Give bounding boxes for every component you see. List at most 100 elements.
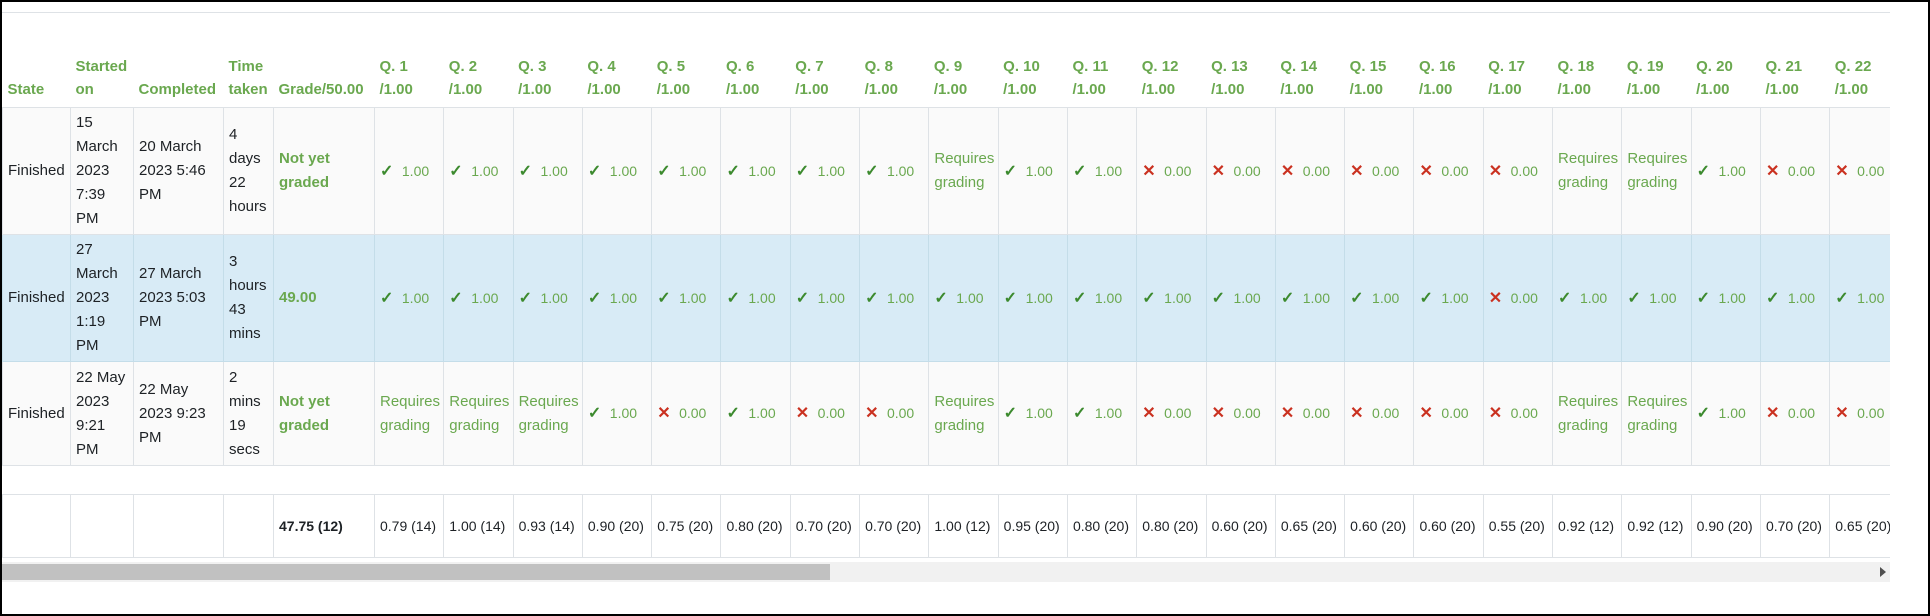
question-5-result[interactable]: ✕ 0.00 [651, 361, 722, 466]
question-mark[interactable]: ✓ 1.00 [934, 290, 983, 307]
question-10-result[interactable]: ✓ 1.00 [997, 234, 1068, 362]
question-2-result[interactable]: ✓ 1.00 [443, 107, 514, 235]
question-21-result[interactable]: ✕ 0.00 [1759, 361, 1831, 466]
question-mark[interactable]: ✕ 0.00 [796, 405, 845, 422]
question-2-result[interactable]: Requires grading [443, 361, 514, 466]
requires-grading-link[interactable]: Requires grading [1627, 150, 1688, 191]
question-9-result[interactable]: ✓ 1.00 [928, 234, 999, 362]
header-question-17[interactable]: Q. 17/1.00 [1483, 52, 1553, 108]
question-mark[interactable]: ✕ 0.00 [1212, 405, 1261, 422]
question-2-result[interactable]: ✓ 1.00 [443, 234, 514, 362]
question-mark[interactable]: ✓ 1.00 [1004, 290, 1053, 307]
question-mark[interactable]: ✓ 1.00 [1073, 405, 1122, 422]
question-mark[interactable]: ✕ 0.00 [1489, 163, 1538, 180]
question-18-result[interactable]: Requires grading [1552, 361, 1623, 466]
question-5-result[interactable]: ✓ 1.00 [651, 107, 722, 235]
attempt-grade-link[interactable]: Not yet graded [273, 107, 375, 235]
header-question-7[interactable]: Q. 7/1.00 [790, 52, 860, 108]
scroll-right-arrow-icon[interactable] [1880, 567, 1886, 577]
question-12-result[interactable]: ✕ 0.00 [1136, 107, 1207, 235]
header-question-18[interactable]: Q. 18/1.00 [1552, 52, 1622, 108]
question-15-result[interactable]: ✓ 1.00 [1344, 234, 1415, 362]
header-question-1[interactable]: Q. 1/1.00 [374, 52, 444, 108]
question-21-result[interactable]: ✕ 0.00 [1759, 107, 1831, 235]
requires-grading-link[interactable]: Requires grading [518, 392, 579, 434]
question-15-result[interactable]: ✕ 0.00 [1344, 361, 1415, 466]
header-started-on[interactable]: Started on [70, 52, 134, 108]
question-16-result[interactable]: ✕ 0.00 [1413, 107, 1484, 235]
question-14-result[interactable]: ✕ 0.00 [1274, 361, 1346, 466]
question-mark[interactable]: ✓ 1.00 [380, 163, 429, 180]
question-1-result[interactable]: ✓ 1.00 [373, 107, 445, 235]
header-question-19[interactable]: Q. 19/1.00 [1621, 52, 1692, 108]
question-mark[interactable]: ✓ 1.00 [588, 290, 637, 307]
question-13-result[interactable]: ✕ 0.00 [1205, 107, 1276, 235]
header-question-21[interactable]: Q. 21/1.00 [1760, 52, 1830, 108]
question-mark[interactable]: ✓ 1.00 [519, 290, 568, 307]
question-mark[interactable]: ✓ 1.00 [1419, 290, 1468, 307]
question-14-result[interactable]: ✓ 1.00 [1274, 234, 1346, 362]
question-mark[interactable]: ✕ 0.00 [1835, 163, 1884, 180]
header-question-16[interactable]: Q. 16/1.00 [1413, 52, 1484, 108]
question-15-result[interactable]: ✕ 0.00 [1344, 107, 1415, 235]
header-question-2[interactable]: Q. 2/1.00 [443, 52, 514, 108]
header-question-3[interactable]: Q. 3/1.00 [513, 52, 583, 108]
question-17-result[interactable]: ✕ 0.00 [1482, 234, 1554, 362]
question-17-result[interactable]: ✕ 0.00 [1482, 361, 1554, 466]
question-16-result[interactable]: ✕ 0.00 [1413, 361, 1484, 466]
question-18-result[interactable]: ✓ 1.00 [1552, 234, 1623, 362]
question-4-result[interactable]: ✓ 1.00 [581, 107, 653, 235]
question-21-result[interactable]: ✓ 1.00 [1759, 234, 1831, 362]
question-mark[interactable]: ✓ 1.00 [726, 290, 775, 307]
question-mark[interactable]: ✕ 0.00 [1835, 405, 1884, 422]
question-5-result[interactable]: ✓ 1.00 [651, 234, 722, 362]
requires-grading-link[interactable]: Requires grading [380, 392, 441, 434]
question-mark[interactable]: ✓ 1.00 [1697, 290, 1746, 307]
question-mark[interactable]: ✕ 0.00 [1281, 405, 1330, 422]
header-question-8[interactable]: Q. 8/1.00 [859, 52, 929, 108]
question-11-result[interactable]: ✓ 1.00 [1066, 107, 1138, 235]
question-mark[interactable]: ✓ 1.00 [1697, 405, 1746, 422]
requires-grading-link[interactable]: Requires grading [1558, 392, 1619, 434]
results-table-viewport[interactable]: State Started on Completed Time taken Gr… [2, 52, 1890, 562]
question-mark[interactable]: ✓ 1.00 [380, 290, 429, 307]
header-question-15[interactable]: Q. 15/1.00 [1344, 52, 1414, 108]
question-mark[interactable]: ✓ 1.00 [726, 405, 775, 422]
question-10-result[interactable]: ✓ 1.00 [997, 107, 1068, 235]
question-mark[interactable]: ✓ 1.00 [1627, 290, 1676, 307]
question-mark[interactable]: ✓ 1.00 [1558, 290, 1607, 307]
question-6-result[interactable]: ✓ 1.00 [720, 107, 791, 235]
question-mark[interactable]: ✕ 0.00 [1350, 163, 1399, 180]
question-3-result[interactable]: Requires grading [512, 361, 583, 466]
question-mark[interactable]: ✓ 1.00 [588, 163, 637, 180]
question-19-result[interactable]: Requires grading [1621, 107, 1692, 235]
horizontal-scrollbar[interactable] [2, 562, 1890, 582]
header-question-20[interactable]: Q. 20/1.00 [1691, 52, 1761, 108]
question-mark[interactable]: ✓ 1.00 [1835, 290, 1884, 307]
question-mark[interactable]: ✕ 0.00 [1142, 405, 1191, 422]
header-time-taken[interactable]: Time taken [223, 52, 274, 108]
header-state[interactable]: State [2, 52, 71, 108]
question-12-result[interactable]: ✓ 1.00 [1136, 234, 1207, 362]
question-8-result[interactable]: ✓ 1.00 [859, 107, 930, 235]
question-6-result[interactable]: ✓ 1.00 [720, 361, 791, 466]
question-6-result[interactable]: ✓ 1.00 [720, 234, 791, 362]
question-mark[interactable]: ✓ 1.00 [519, 163, 568, 180]
header-grade[interactable]: Grade/50.00 [273, 52, 375, 108]
question-9-result[interactable]: Requires grading [928, 361, 999, 466]
header-question-12[interactable]: Q. 12/1.00 [1136, 52, 1207, 108]
question-mark[interactable]: ✕ 0.00 [1419, 405, 1468, 422]
requires-grading-link[interactable]: Requires grading [1558, 150, 1619, 191]
question-mark[interactable]: ✕ 0.00 [1766, 405, 1815, 422]
question-22-result[interactable]: ✕ 0.00 [1829, 107, 1890, 235]
question-8-result[interactable]: ✓ 1.00 [859, 234, 930, 362]
scrollbar-thumb[interactable] [2, 564, 830, 580]
question-20-result[interactable]: ✓ 1.00 [1690, 361, 1761, 466]
question-18-result[interactable]: Requires grading [1552, 107, 1623, 235]
question-mark[interactable]: ✕ 0.00 [1350, 405, 1399, 422]
question-4-result[interactable]: ✓ 1.00 [581, 361, 653, 466]
header-question-10[interactable]: Q. 10/1.00 [998, 52, 1068, 108]
question-4-result[interactable]: ✓ 1.00 [581, 234, 653, 362]
requires-grading-link[interactable]: Requires grading [1627, 392, 1688, 434]
